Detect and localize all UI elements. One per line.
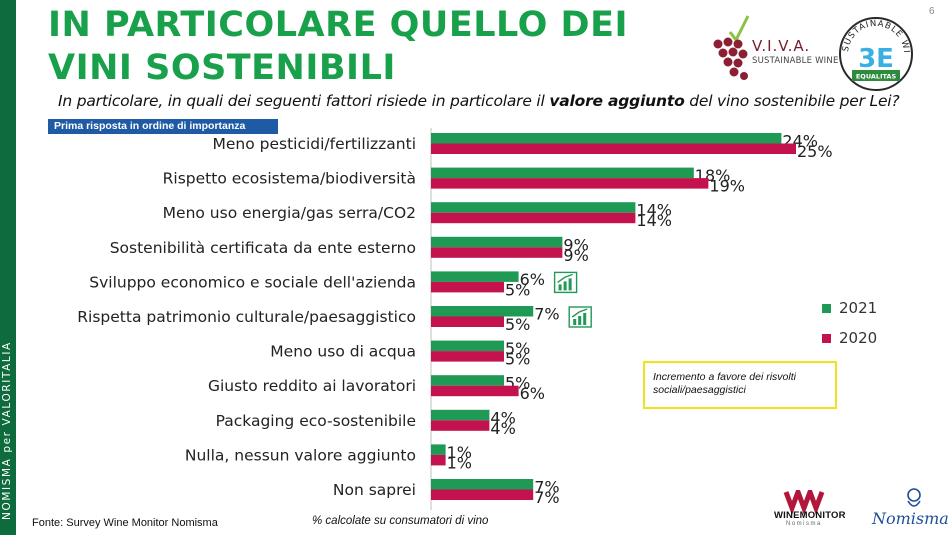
category-label: Meno uso di acqua: [270, 343, 416, 361]
category-label: Rispetta patrimonio culturale/paesaggist…: [77, 308, 416, 326]
equalitas-mark: 3E: [858, 44, 894, 74]
viva-logo-subtitle: SUSTAINABLE WINE: [752, 56, 839, 66]
bar-2021: [431, 306, 534, 317]
data-label-2020: 5%: [505, 280, 530, 299]
data-label-2020: 5%: [505, 350, 530, 369]
nomisma-logo-text: Nomisma: [872, 509, 949, 528]
data-label-2021: 7%: [534, 478, 559, 497]
bar-2021: [431, 236, 563, 248]
bar-2020: [431, 454, 446, 466]
nomisma-logo-icon: [907, 488, 921, 507]
calculation-note: % calcolate su consumatori di vino: [312, 515, 489, 527]
data-label-2020: 4%: [490, 419, 515, 438]
category-label: Sostenibilità certificata da ente estern…: [110, 239, 416, 257]
question-prefix: In particolare, in quali dei seguenti fa…: [58, 92, 550, 110]
equalitas-name: EQUALITAS: [856, 73, 897, 81]
note-box: Incremento a favore dei risvolti sociali…: [643, 361, 837, 409]
equalitas-badge-icon: SUSTAINABLE WINERY 3E EQUALITAS: [836, 14, 913, 91]
category-label: Packaging eco-sostenibile: [216, 412, 416, 430]
page-number: 6: [929, 6, 935, 17]
winemonitor-logo-sub: Nomisma: [786, 521, 822, 527]
data-label-2020: 9%: [563, 246, 588, 265]
bar-2021: [431, 375, 504, 386]
bar-2020: [431, 420, 490, 431]
viva-logo-icon: [713, 15, 750, 80]
legend-label-2021: 2021: [839, 299, 878, 317]
data-label-2020: 19%: [709, 177, 745, 196]
data-label-2020: 6%: [520, 384, 545, 403]
data-label-2020: 5%: [505, 315, 530, 334]
data-label-2021: 14%: [636, 201, 672, 220]
bar-2021: [431, 444, 446, 455]
winemonitor-logo-icon: [783, 490, 825, 516]
legend-item-2020: 2020: [822, 323, 877, 353]
category-label: Nulla, nessun valore aggiunto: [185, 446, 416, 464]
bar-2020: [431, 489, 534, 500]
viva-logo-title: V.I.V.A.: [752, 37, 811, 55]
category-label: Meno uso energia/gas serra/CO2: [163, 204, 416, 222]
question: In particolare, in quali dei seguenti fa…: [58, 92, 938, 110]
winemonitor-logo-text: WINEMONITOR: [774, 510, 846, 521]
bar-2021: [431, 409, 490, 421]
category-label: Meno pesticidi/fertilizzanti: [212, 135, 416, 153]
bar-2021: [431, 479, 534, 490]
data-label-2021: 7%: [534, 305, 559, 324]
legend-label-2020: 2020: [839, 329, 878, 347]
bar-2020: [431, 143, 796, 154]
bar-2020: [431, 178, 709, 189]
growth-chart-icon: [568, 306, 592, 328]
data-label-2020: 25%: [797, 142, 833, 161]
bar-2020: [431, 281, 504, 293]
bar-2021: [431, 340, 504, 352]
data-label-2020: 1%: [447, 453, 472, 472]
category-label: Giusto reddito ai lavoratori: [208, 377, 416, 395]
legend-item-2021: 2021: [822, 293, 877, 323]
bar-2020: [431, 212, 636, 224]
side-strip: [0, 0, 16, 535]
category-label: Rispetto ecosistema/biodiversità: [163, 170, 416, 188]
legend-swatch-2020: [822, 333, 831, 343]
bar-2021: [431, 202, 636, 213]
bar-2020: [431, 247, 563, 258]
growth-chart-icon: [553, 271, 578, 294]
legend: 2021 2020: [822, 293, 877, 353]
data-label-2021: 5%: [505, 339, 530, 358]
data-label-2020: 7%: [534, 488, 559, 507]
question-emphasis: valore aggiunto: [549, 92, 685, 110]
bar-2021: [431, 133, 782, 144]
source-note: Fonte: Survey Wine Monitor Nomisma: [32, 517, 218, 529]
page-title: IN PARTICOLARE QUELLO DEI VINI SOSTENIBI…: [48, 5, 629, 88]
data-label-2021: 4%: [490, 408, 515, 427]
bar-2020: [431, 385, 519, 397]
bar-2020: [431, 351, 504, 362]
bar-2021: [431, 271, 519, 282]
bar-2021: [431, 167, 694, 179]
category-label: Non saprei: [333, 481, 416, 499]
data-label-2021: 9%: [563, 235, 588, 254]
legend-swatch-2021: [822, 303, 831, 313]
data-label-2021: 6%: [520, 270, 545, 289]
category-label: Sviluppo economico e sociale dell'aziend…: [89, 273, 416, 291]
bar-2020: [431, 316, 504, 327]
ranking-pill: Prima risposta in ordine di importanza: [48, 119, 278, 134]
question-suffix: del vino sostenibile per Lei?: [684, 92, 900, 110]
data-label-2021: 1%: [447, 443, 472, 462]
data-label-2020: 14%: [636, 211, 672, 230]
